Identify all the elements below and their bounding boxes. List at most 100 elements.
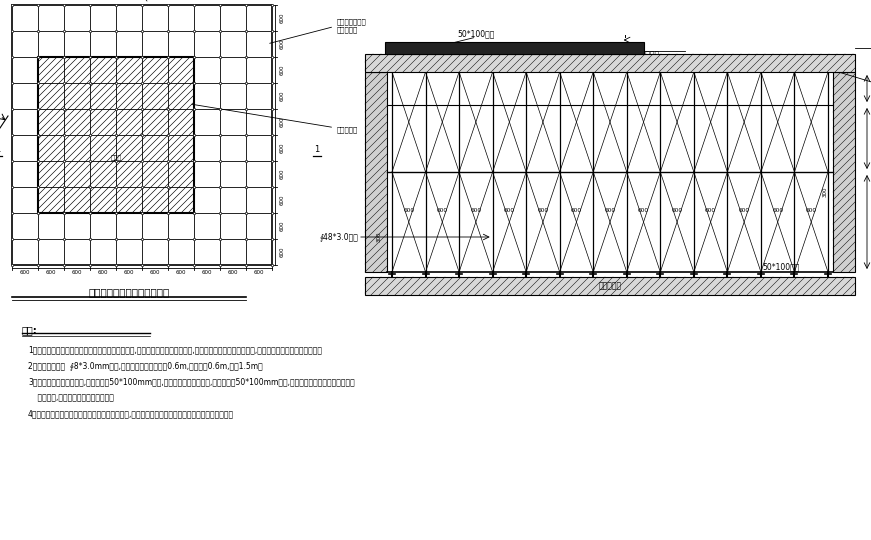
Bar: [141, 212, 143, 214]
Bar: [193, 264, 195, 266]
Bar: [11, 30, 13, 32]
Bar: [89, 56, 91, 58]
Bar: [63, 212, 65, 214]
Bar: [245, 212, 247, 214]
Bar: [89, 30, 91, 32]
Bar: [167, 30, 169, 32]
Text: 600: 600: [280, 39, 285, 49]
Bar: [219, 212, 221, 214]
Bar: [11, 238, 13, 240]
Bar: [167, 160, 169, 162]
Bar: [271, 160, 273, 162]
Bar: [141, 134, 143, 136]
Bar: [141, 82, 143, 84]
Bar: [89, 82, 91, 84]
Text: 300: 300: [822, 187, 827, 197]
Bar: [63, 160, 65, 162]
Bar: [271, 238, 273, 240]
Bar: [219, 134, 221, 136]
Bar: [141, 264, 143, 266]
Text: 600: 600: [806, 207, 817, 213]
Text: 600: 600: [71, 271, 82, 275]
Bar: [115, 186, 117, 188]
Bar: [271, 30, 273, 32]
Bar: [365, 54, 855, 72]
Text: 50*100方木: 50*100方木: [763, 262, 800, 272]
Text: 600: 600: [176, 271, 186, 275]
Text: 600: 600: [253, 271, 264, 275]
Bar: [63, 30, 65, 32]
Text: 600: 600: [280, 168, 285, 179]
Bar: [38, 57, 194, 213]
Text: 600: 600: [739, 207, 750, 213]
Text: 600: 600: [571, 207, 582, 213]
Bar: [245, 56, 247, 58]
Text: 地下室顶板: 地下室顶板: [192, 104, 358, 133]
Bar: [63, 108, 65, 110]
Bar: [141, 30, 143, 32]
Bar: [63, 134, 65, 136]
Text: 600: 600: [604, 207, 616, 213]
Bar: [37, 56, 39, 58]
Bar: [245, 160, 247, 162]
Text: 600: 600: [672, 207, 683, 213]
Text: 3、钢管顶部采用可调顶托,顶托内放置50*100mm方木,钢管底部采用可调底座,底座内放置50*100mm方木,可调顶托及底座内方木贴紧混凝: 3、钢管顶部采用可调顶托,顶托内放置50*100mm方木,钢管底部采用可调底座,…: [28, 377, 354, 386]
Bar: [219, 238, 221, 240]
Bar: [37, 160, 39, 162]
Bar: [37, 4, 39, 6]
Text: 600: 600: [403, 207, 415, 213]
Bar: [141, 186, 143, 188]
Bar: [167, 4, 169, 6]
Text: 施工升降机基础
底板的大小: 施工升降机基础 底板的大小: [270, 19, 367, 43]
Text: 600: 600: [470, 207, 482, 213]
Bar: [219, 108, 221, 110]
Bar: [271, 82, 273, 84]
Bar: [219, 30, 221, 32]
Bar: [115, 238, 117, 240]
Text: 300: 300: [376, 232, 381, 242]
Text: 600: 600: [202, 271, 213, 275]
Text: 600: 600: [280, 247, 285, 257]
Bar: [271, 56, 273, 58]
Bar: [385, 42, 644, 54]
Bar: [271, 108, 273, 110]
Text: 土结构面,调整托座使其顶紧结构面。: 土结构面,调整托座使其顶紧结构面。: [28, 393, 114, 402]
Bar: [115, 134, 117, 136]
Bar: [115, 82, 117, 84]
Bar: [193, 212, 195, 214]
Bar: [141, 238, 143, 240]
Bar: [271, 212, 273, 214]
Bar: [167, 82, 169, 84]
Bar: [89, 186, 91, 188]
Text: 600: 600: [280, 143, 285, 153]
Bar: [63, 238, 65, 240]
Text: 600: 600: [503, 207, 515, 213]
Bar: [141, 56, 143, 58]
Bar: [167, 212, 169, 214]
Text: 地下室底板: 地下室底板: [598, 281, 622, 291]
Bar: [89, 212, 91, 214]
Bar: [11, 160, 13, 162]
Bar: [89, 4, 91, 6]
Bar: [63, 4, 65, 6]
Bar: [89, 108, 91, 110]
Bar: [193, 4, 195, 6]
Text: 600: 600: [46, 271, 57, 275]
Bar: [193, 160, 195, 162]
Bar: [141, 160, 143, 162]
Bar: [115, 4, 117, 6]
Text: 600: 600: [150, 271, 160, 275]
Bar: [219, 264, 221, 266]
Bar: [193, 82, 195, 84]
Bar: [63, 186, 65, 188]
Text: 600: 600: [124, 271, 134, 275]
Bar: [245, 264, 247, 266]
Text: 600: 600: [772, 207, 783, 213]
Bar: [115, 160, 117, 162]
Text: 600: 600: [280, 65, 285, 75]
Text: 施工升降机: 施工升降机: [637, 51, 660, 59]
Bar: [89, 264, 91, 266]
Bar: [141, 108, 143, 110]
Bar: [63, 264, 65, 266]
Bar: [11, 108, 13, 110]
